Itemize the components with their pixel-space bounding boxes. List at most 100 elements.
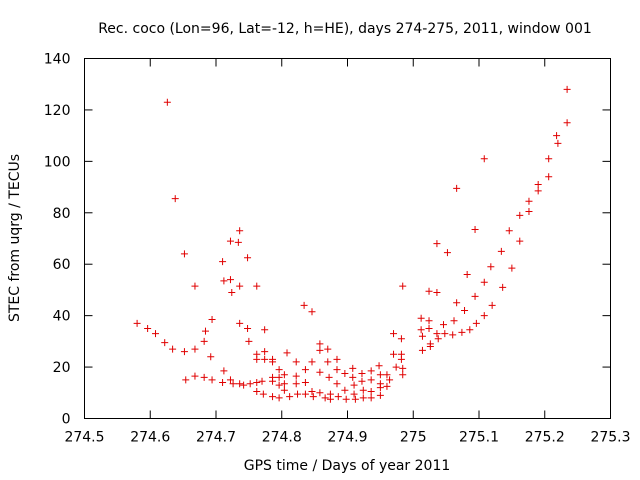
data-point [261, 355, 269, 363]
data-point [458, 328, 466, 336]
data-point [418, 346, 426, 354]
data-point [292, 358, 300, 366]
data-point [358, 370, 366, 377]
data-point [433, 289, 441, 296]
data-point [308, 308, 316, 316]
data-point [171, 195, 179, 203]
data-point [316, 368, 324, 376]
data-point [219, 379, 227, 386]
data-points [133, 85, 571, 403]
data-point [480, 312, 488, 320]
y-tick-label: 140 [44, 52, 71, 68]
x-tick-label: 275 [400, 430, 427, 446]
data-point [563, 119, 571, 127]
x-tick-label: 275.2 [525, 430, 565, 446]
data-point [316, 389, 324, 397]
x-tick-label: 275.3 [590, 430, 630, 446]
chart-title: Rec. coco (Lon=96, Lat=-12, h=HE), days … [98, 21, 592, 37]
data-point [326, 395, 334, 403]
data-point [301, 390, 309, 398]
data-point [269, 358, 277, 366]
data-point [349, 364, 357, 372]
data-point [334, 393, 342, 401]
data-point [399, 364, 407, 372]
y-tick-label: 80 [53, 206, 71, 222]
y-tick-label: 0 [62, 412, 71, 428]
data-point [226, 376, 234, 384]
data-point [229, 380, 237, 388]
data-point [161, 339, 169, 347]
data-point [333, 355, 341, 363]
y-tick-label: 60 [53, 257, 71, 273]
data-point [563, 85, 571, 93]
data-point [244, 254, 252, 262]
x-tick-label: 274.6 [130, 430, 170, 446]
data-point [376, 384, 384, 392]
data-point [471, 226, 479, 233]
data-point [439, 321, 447, 329]
data-point [275, 366, 283, 374]
data-point [480, 278, 488, 286]
data-point [333, 366, 341, 374]
data-point [376, 371, 384, 379]
data-point [236, 380, 244, 388]
data-point [236, 227, 244, 235]
data-point [246, 380, 254, 388]
data-point [349, 373, 357, 381]
data-point [325, 373, 333, 381]
data-point [152, 330, 160, 338]
data-point [280, 371, 288, 379]
data-point [300, 301, 308, 309]
data-point [275, 373, 283, 381]
data-point [449, 331, 457, 339]
data-point [342, 395, 350, 403]
data-point [253, 379, 261, 386]
data-point [308, 358, 316, 366]
data-point [269, 393, 277, 401]
data-point [497, 247, 505, 255]
x-axis-label: GPS time / Days of year 2011 [244, 458, 451, 474]
data-point [324, 345, 332, 353]
data-point [390, 330, 398, 338]
data-point [207, 353, 215, 361]
x-axis: 274.5 274.6 274.7 274.8 274.9 275 275.1 275.2 27… [64, 58, 631, 446]
data-point [441, 330, 449, 338]
data-point [516, 237, 524, 245]
data-point [453, 184, 461, 192]
data-point [208, 376, 216, 384]
data-point [226, 237, 234, 245]
data-point [417, 326, 425, 334]
data-point [534, 187, 542, 195]
y-axis-label: STEC from uqrg / TECUs [7, 154, 23, 322]
x-tick-label: 274.8 [262, 430, 302, 446]
data-point [508, 264, 516, 272]
data-point [182, 376, 190, 384]
data-point [350, 390, 358, 398]
x-tick-label: 274.7 [196, 430, 236, 446]
data-point [433, 240, 441, 248]
data-point [316, 346, 324, 354]
data-point [275, 394, 283, 402]
data-point [301, 379, 309, 386]
data-point [191, 282, 199, 290]
data-point [309, 393, 317, 401]
data-point [333, 380, 341, 388]
data-point [253, 388, 261, 395]
data-point [383, 382, 391, 390]
data-point [390, 350, 398, 358]
data-point [180, 250, 188, 258]
data-point [487, 263, 495, 271]
data-point [351, 395, 359, 403]
data-point [505, 227, 513, 235]
data-point [294, 390, 302, 398]
data-point [463, 271, 471, 278]
data-point [399, 371, 407, 379]
data-point [397, 335, 405, 343]
data-point [286, 393, 294, 401]
data-point [220, 367, 228, 375]
data-point [516, 211, 524, 219]
data-point [367, 394, 375, 402]
data-point [545, 173, 553, 181]
data-point [133, 319, 141, 327]
data-point [350, 381, 358, 389]
